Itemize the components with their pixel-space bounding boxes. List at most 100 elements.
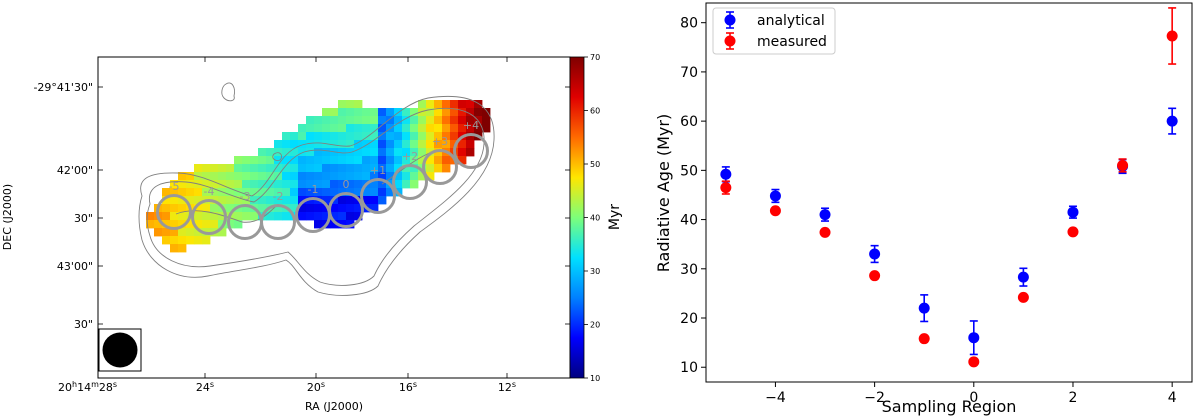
map-pixel (210, 164, 219, 173)
map-pixel (282, 140, 291, 149)
contour-island (221, 82, 235, 102)
map-pixel (290, 188, 299, 197)
map-pixel (346, 180, 355, 189)
map-pixel (266, 212, 275, 221)
map-pixel (338, 220, 347, 229)
point-analytical (1017, 271, 1029, 283)
tick-part: 24 (196, 381, 210, 394)
map-x-ticks: 20h14m28s 24s 20s 16s 12s (58, 57, 516, 394)
legend-label-analytical: analytical (757, 13, 825, 29)
map-pixel (258, 196, 267, 205)
map-pixel (186, 172, 195, 181)
map-pixel (170, 196, 179, 205)
map-pixel (250, 164, 259, 173)
map-pixel (234, 196, 243, 205)
map-pixel (154, 228, 163, 237)
map-pixel (290, 140, 299, 149)
map-pixel (418, 148, 427, 157)
map-pixel (306, 212, 315, 221)
point-analytical (1166, 115, 1178, 127)
map-pixel (410, 180, 419, 189)
map-y-ticks: -29°41'30" 42'00" 30" 43'00" 30" (33, 81, 570, 331)
map-pixel (282, 212, 291, 221)
map-pixel (202, 212, 211, 221)
map-pixel (330, 204, 339, 213)
map-pixel (450, 116, 459, 125)
map-pixel (290, 164, 299, 173)
map-pixel (434, 124, 443, 133)
map-pixel (378, 188, 387, 197)
map-pixel (402, 156, 411, 165)
map-pixel (322, 156, 331, 165)
map-pixel (322, 164, 331, 173)
map-pixel (226, 204, 235, 213)
map-pixel (274, 204, 283, 213)
map-pixel (338, 172, 347, 181)
colorbar-ticks: 10 20 30 40 50 60 70 (584, 53, 600, 383)
map-pixel (402, 148, 411, 157)
map-pixel (306, 164, 315, 173)
y-tick-label: 70 (680, 65, 698, 81)
map-pixel (426, 172, 435, 181)
map-y-label: DEC (J2000) (1, 184, 14, 250)
map-pixel (362, 148, 371, 157)
map-pixel (346, 132, 355, 141)
map-pixel (170, 204, 179, 213)
map-pixel (362, 140, 371, 149)
map-pixel (242, 172, 251, 181)
map-pixel (354, 180, 363, 189)
point-measured (1017, 291, 1029, 303)
map-pixel (322, 212, 331, 221)
map-pixel (226, 180, 235, 189)
map-pixel (386, 188, 395, 197)
map-pixel (242, 180, 251, 189)
map-pixel (402, 108, 411, 117)
map-pixel (370, 148, 379, 157)
legend-item-analytical: analytical (724, 11, 825, 29)
map-pixel (314, 164, 323, 173)
map-pixel (178, 180, 187, 189)
legend-item-measured: measured (724, 32, 827, 50)
map-pixel (418, 108, 427, 117)
map-pixel (218, 220, 227, 229)
map-pixel (202, 164, 211, 173)
map-pixel (442, 164, 451, 173)
map-pixel (410, 132, 419, 141)
map-pixel (210, 172, 219, 181)
map-pixel (282, 148, 291, 157)
map-pixel (378, 140, 387, 149)
map-pixel (274, 164, 283, 173)
tick-part: s (512, 380, 516, 389)
map-pixel (394, 140, 403, 149)
map-pixel (306, 188, 315, 197)
map-pixel (322, 108, 331, 117)
map-pixel (410, 164, 419, 173)
map-pixel (282, 180, 291, 189)
map-pixel (274, 188, 283, 197)
map-y-tick-label: 30" (74, 212, 93, 225)
map-pixel (394, 164, 403, 173)
map-pixel (426, 156, 435, 165)
map-pixel (346, 124, 355, 133)
map-pixel (402, 172, 411, 181)
sampling-regions: -5 -4 -3 -2 -1 0 +1 +2 +3 +4 (156, 119, 489, 240)
map-pixel (266, 156, 275, 165)
map-pixel (338, 132, 347, 141)
map-pixel (402, 124, 411, 133)
legend-marker-analytical (724, 14, 736, 26)
map-pixel (194, 188, 203, 197)
map-pixel (338, 108, 347, 117)
map-pixel (370, 132, 379, 141)
map-pixel (290, 156, 299, 165)
map-pixel (266, 164, 275, 173)
region-label: -3 (240, 190, 251, 203)
y-tick-label: 80 (680, 16, 698, 32)
point-analytical (819, 209, 831, 221)
map-pixel (178, 196, 187, 205)
map-pixel (434, 140, 443, 149)
map-pixel (362, 116, 371, 125)
map-pixel (194, 220, 203, 229)
map-pixel (458, 116, 467, 125)
map-pixel (386, 140, 395, 149)
map-pixel (346, 108, 355, 117)
